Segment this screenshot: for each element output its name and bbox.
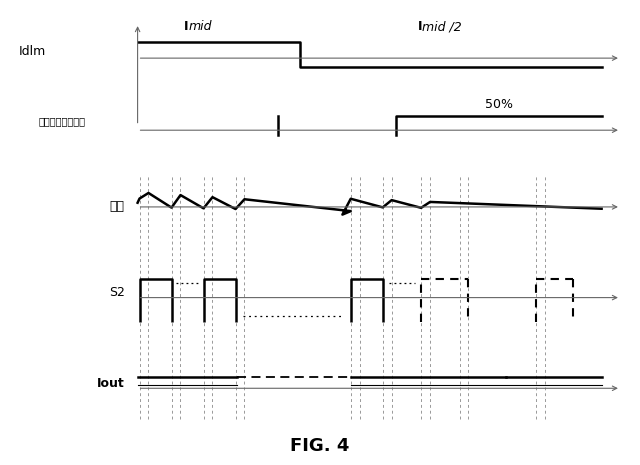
- Text: Idlm: Idlm: [19, 45, 45, 58]
- Text: 50%: 50%: [485, 98, 513, 111]
- Text: Iout: Iout: [97, 377, 125, 390]
- Text: I: I: [184, 20, 189, 33]
- Text: mid /2: mid /2: [422, 20, 462, 33]
- Text: I: I: [418, 20, 422, 33]
- Text: ＩＬ: ＩＬ: [110, 200, 125, 213]
- Text: S2: S2: [109, 286, 125, 299]
- Text: mid: mid: [189, 20, 212, 33]
- Text: FIG. 4: FIG. 4: [291, 437, 349, 455]
- Text: チョッピング信号: チョッピング信号: [38, 116, 85, 126]
